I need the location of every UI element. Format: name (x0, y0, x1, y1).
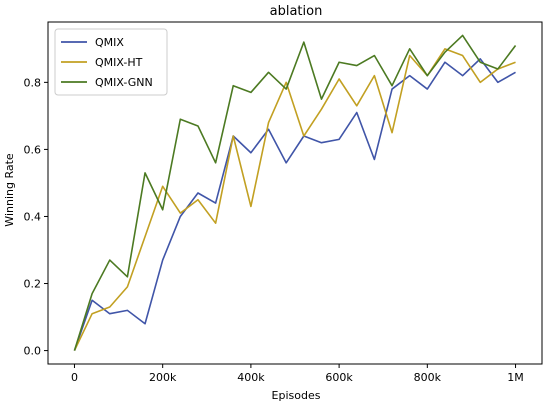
x-tick-label: 1M (507, 371, 524, 384)
y-tick-label: 0.2 (24, 278, 42, 291)
x-tick-label: 0 (71, 371, 78, 384)
series-line-qmix-ht (73, 48, 516, 351)
chart-title: ablation (270, 4, 323, 19)
legend-label: QMIX-GNN (95, 76, 153, 89)
y-tick-label: 0.8 (24, 76, 42, 89)
plot-frame (47, 21, 543, 365)
legend-label: QMIX (95, 36, 124, 49)
y-axis-title: Winning Rate (3, 153, 16, 227)
x-tick-label: 200k (149, 371, 177, 384)
legend-label: QMIX-HT (95, 56, 143, 69)
legend-box (54, 28, 168, 96)
x-tick-label: 800k (414, 371, 442, 384)
y-tick-label: 0.6 (24, 143, 42, 156)
y-tick-label: 0.4 (24, 210, 42, 223)
series-line-qmix (73, 58, 516, 351)
y-axis: 0.0 0.2 0.4 0.6 0.8 (24, 76, 48, 358)
x-tick-label: 600k (325, 371, 353, 384)
plot-marks (73, 34, 517, 351)
y-tick-label: 0.0 (24, 345, 42, 358)
series-line-qmix-gnn (73, 34, 517, 351)
x-axis-title: Episodes (272, 389, 321, 402)
x-axis: 0 200k 400k 600k 800k 1M (71, 364, 524, 384)
legend: QMIX QMIX-HT QMIX-GNN (54, 28, 168, 96)
x-tick-label: 400k (237, 371, 265, 384)
